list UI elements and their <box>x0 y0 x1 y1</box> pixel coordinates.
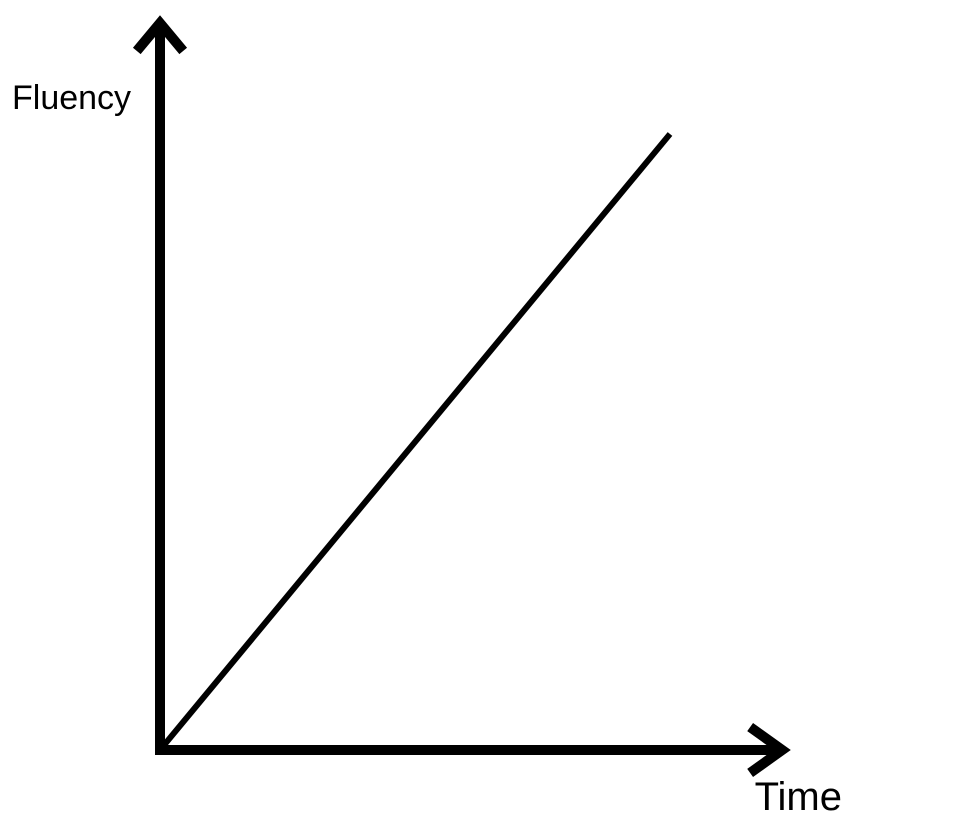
y-axis-arrowhead <box>132 15 188 55</box>
y-axis-label: Fluency <box>12 79 131 117</box>
series-layer <box>157 132 673 752</box>
series-line-1 <box>157 132 673 752</box>
x-axis-arrowhead <box>747 723 791 777</box>
x-axis-label: Time <box>755 775 842 819</box>
chart-axes <box>132 15 791 777</box>
